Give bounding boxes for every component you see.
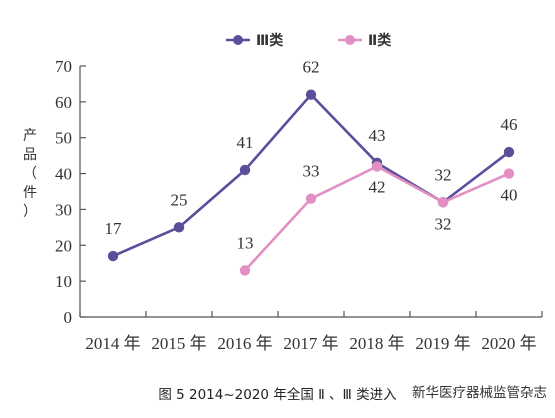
legend-label: Ⅲ类 bbox=[256, 32, 284, 49]
data-label: 46 bbox=[501, 115, 518, 134]
data-point bbox=[371, 161, 383, 172]
data-label: 32 bbox=[435, 165, 452, 184]
series-1: 17 25 41 62 43 32 46 bbox=[105, 58, 518, 262]
chart-legend: Ⅲ类 Ⅱ类 bbox=[226, 32, 392, 49]
y-axis-label-char: （ bbox=[23, 166, 37, 182]
data-label: 62 bbox=[303, 58, 320, 77]
y-axis-label-char: 产 bbox=[23, 128, 37, 144]
data-label: 41 bbox=[237, 133, 254, 152]
y-tick-label: 20 bbox=[55, 236, 72, 255]
y-axis-label: 产品 （ 件 ） bbox=[23, 128, 37, 220]
series-2: 13 33 42 32 40 bbox=[237, 161, 518, 276]
y-tick-label: 50 bbox=[55, 129, 72, 148]
x-tick-label: 2019 年 bbox=[415, 334, 470, 353]
data-label: 13 bbox=[237, 233, 254, 252]
y-tick-label: 40 bbox=[55, 165, 72, 184]
y-axis-label-char: 品 bbox=[23, 147, 37, 163]
y-tick-label: 70 bbox=[55, 57, 72, 76]
legend-marker bbox=[233, 35, 243, 45]
y-tick-label: 10 bbox=[55, 272, 72, 291]
line-chart: 0 10 20 30 40 50 60 70 2014 年 2015 年 2016 年 2017 年… bbox=[23, 32, 543, 353]
chart-series: 17 25 41 62 43 32 46 13 33 42 32 40 bbox=[105, 58, 518, 276]
data-label: 32 bbox=[435, 214, 452, 233]
data-label: 40 bbox=[501, 186, 518, 205]
y-tick-label: 30 bbox=[55, 200, 72, 219]
data-label: 25 bbox=[171, 190, 188, 209]
data-label: 33 bbox=[303, 162, 320, 181]
y-tick-label: 60 bbox=[55, 93, 72, 112]
legend-item: Ⅱ类 bbox=[338, 32, 392, 49]
x-tick-label: 2018 年 bbox=[349, 334, 404, 353]
figure-caption: 图 5 2014~2020 年全国 Ⅱ 、Ⅲ 类进入 bbox=[158, 387, 397, 403]
data-label: 17 bbox=[105, 219, 123, 238]
y-tick-label: 0 bbox=[64, 308, 73, 327]
y-axis-label-char: ） bbox=[23, 204, 37, 220]
data-label: 43 bbox=[369, 126, 386, 145]
legend-label: Ⅱ类 bbox=[368, 32, 392, 49]
legend-item: Ⅲ类 bbox=[226, 32, 284, 49]
x-tick-label: 2014 年 bbox=[85, 334, 140, 353]
data-point bbox=[173, 222, 185, 233]
x-tick-label: 2020 年 bbox=[481, 334, 536, 353]
watermark: 新华医疗器械监管杂志 bbox=[410, 381, 549, 401]
data-point bbox=[239, 265, 251, 276]
x-tick-label: 2017 年 bbox=[283, 334, 338, 353]
y-axis-label-char: 件 bbox=[23, 185, 37, 201]
x-tick-label: 2015 年 bbox=[151, 334, 206, 353]
data-point bbox=[107, 250, 119, 262]
x-axis-ticks: 2014 年 2015 年 2016 年 2017 年 2018 年 2019 年 2020… bbox=[79, 311, 543, 353]
data-point bbox=[503, 168, 515, 179]
data-point bbox=[437, 197, 449, 208]
data-point bbox=[503, 146, 515, 158]
data-point bbox=[239, 164, 251, 176]
data-point bbox=[305, 193, 317, 204]
y-axis-ticks: 0 10 20 30 40 50 60 70 bbox=[55, 57, 86, 327]
chart-axes bbox=[79, 66, 542, 318]
data-label: 42 bbox=[369, 177, 386, 196]
legend-marker bbox=[345, 35, 355, 45]
data-point bbox=[305, 89, 317, 100]
x-tick-label: 2016 年 bbox=[217, 334, 272, 353]
